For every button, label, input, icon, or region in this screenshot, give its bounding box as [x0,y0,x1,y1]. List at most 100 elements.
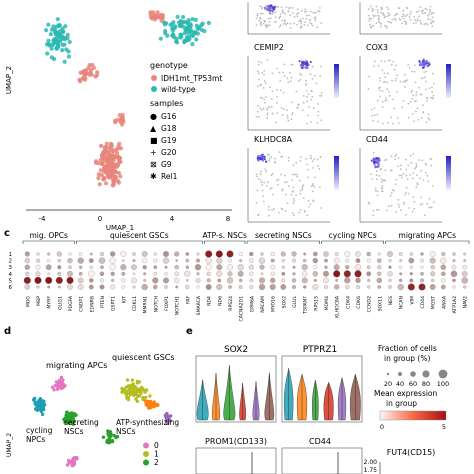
dotplot-dot [79,265,83,269]
feature-plot-point [271,90,274,93]
dotplot-dot [36,285,40,289]
dotplot-dot [56,251,62,257]
dotplot-dot [441,271,446,277]
dotplot-dot [324,285,328,289]
feature-plot-point [270,17,272,20]
dotplot-dot [366,265,371,270]
feature-plot-point [372,14,375,16]
feature-plot-point [270,105,273,108]
feature-plot-point [264,101,266,104]
feature-plot-point [287,185,290,188]
feature-plot-point [377,11,379,14]
feature-plot-point [272,193,274,196]
feature-plot-point [396,90,399,93]
dotplot-dot [303,285,307,289]
dotplot-group-bracket [321,240,384,244]
feature-plot-point [290,101,293,104]
feature-plot-point [373,114,376,116]
umap-a-scatter [44,10,211,188]
umap-a-point [186,25,191,30]
umap-a-point [96,176,101,181]
feature-plot-point [379,80,381,83]
feature-plot-point [291,113,293,116]
cluster-legend-swatch [143,451,149,457]
feature-plot-point [416,17,419,20]
cluster-label: ATP-synthesizing NSCs [116,418,179,436]
dotplot-dot [185,265,190,269]
feature-plot-hot-point [261,155,264,158]
feature-plot-point [368,17,371,20]
umap-a-point [172,25,177,31]
dotplot-gene-label: FAF [185,296,191,304]
feature-plot-point [426,174,429,177]
feature-plot-title: KLHDC8A [254,135,293,144]
feature-plot-point [301,188,304,191]
feature-plot-title: COX3 [366,43,388,52]
feature-plot-point [379,25,382,28]
umap-a-point [44,28,49,33]
feature-plot-point [394,155,397,158]
dotplot-gene-label: MYRF [47,296,53,309]
feature-plot-point [278,17,281,20]
color-legend-title-line2: in group [386,399,417,408]
dotplot-dot [99,278,105,283]
dotplot-dot [291,278,297,283]
feature-plot-point [296,23,298,26]
dotplot-dot [451,264,457,270]
umap-a-point [54,38,59,44]
feature-plot-hot-point [306,62,309,65]
umap-d-point [63,384,67,388]
dotplot-dot [366,258,371,263]
dotplot-dot [376,277,383,284]
dotplot-dot [196,272,200,276]
feature-plot-hot-point [306,65,309,69]
cluster-legend-label: 2 [154,458,159,467]
feature-plot-point [379,168,382,171]
dotplot-gene-label: CDK6 [356,296,362,309]
feature-plot-point [425,8,428,11]
dotplot-dot [174,271,180,277]
dotplot-dot [301,277,308,284]
umap-a-point [52,56,57,62]
dotplot-gene-label: MGST [431,296,437,309]
dotplot-dot [196,252,200,256]
feature-plot-point [374,60,376,63]
dotplot-dot [292,285,296,289]
feature-plot-point [310,98,313,101]
dotplot-dot [249,271,254,276]
umap-d-point [70,463,75,468]
dotplot-dot [228,258,232,263]
feature-plot-point [372,209,375,212]
feature-plot-point [306,163,308,166]
dotplot-dot [260,272,264,276]
feature-plot-point [309,19,312,21]
umap-a-x-tick: 8 [226,215,230,223]
feature-plot-point [315,82,318,85]
feature-plot-point [299,156,302,159]
feature-plot-point [279,13,282,16]
feature-plot-point [422,12,424,15]
feature-plot-point [404,23,407,25]
umap-a-point [170,32,176,37]
feature-plot-point [415,166,417,169]
feature-plot-point [373,65,375,67]
panel-c: c mig. OPCs quiescent GSCs ATP-s. NSCs secr… [4,228,470,321]
panel-a: -4 0 4 8 UMAP_1 UMAP_2 genotype IDH1mt_T… [5,10,232,232]
dotplot-dot [280,251,286,257]
umap-d-point [67,414,72,419]
dotplot-gene-label: MBP [36,296,42,306]
feature-plot-point [403,203,405,206]
feature-plot-point [299,160,302,162]
feature-plot-point [258,213,260,216]
feature-plot-point [320,95,323,97]
umap-d-point [38,401,42,405]
feature-plot-point [405,186,408,189]
feature-plot-point [308,14,310,17]
feature-plot-point [387,122,389,124]
feature-plot-point [304,21,307,24]
dotplot-dot [450,270,458,278]
feature-plot-point [428,61,431,64]
feature-plot-point [368,75,370,78]
umap-a-x-tick: 0 [98,215,102,223]
umap-d-point [33,396,37,401]
